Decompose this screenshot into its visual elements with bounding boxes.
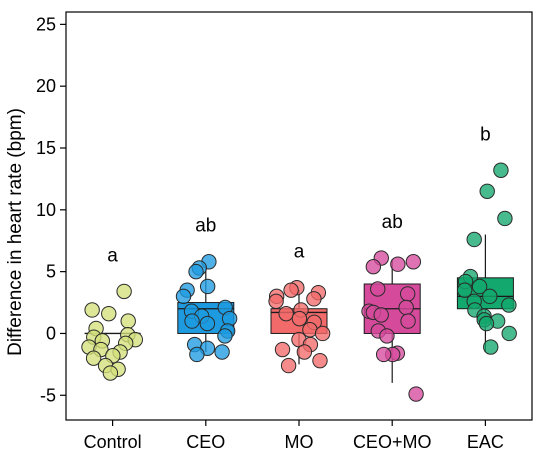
data-point (184, 313, 200, 329)
data-point (483, 339, 499, 355)
data-point (365, 258, 382, 275)
y-tick-label: -5 (40, 385, 56, 405)
data-point (373, 307, 389, 323)
y-tick-label: 15 (36, 138, 56, 158)
data-point (217, 328, 233, 344)
data-point (280, 357, 297, 374)
data-point (479, 183, 495, 199)
group-control: a (81, 245, 144, 381)
data-point (274, 341, 291, 358)
significance-letter: ab (195, 216, 216, 237)
group-mo: a (268, 242, 331, 374)
data-point (175, 288, 192, 305)
significance-letter: ab (382, 212, 403, 233)
data-point (102, 365, 119, 381)
data-point (199, 278, 216, 295)
data-point (199, 315, 216, 332)
y-axis-title: Difference in heart rate (bpm) (5, 108, 26, 356)
data-point (405, 254, 422, 270)
data-point (399, 286, 416, 302)
data-point (501, 325, 517, 342)
data-point (314, 325, 331, 342)
data-point (120, 313, 136, 329)
y-tick-label: 10 (36, 200, 56, 220)
data-point (400, 313, 416, 329)
data-point (283, 282, 299, 298)
data-point (471, 278, 488, 295)
data-point (188, 263, 204, 280)
data-point (101, 305, 117, 322)
data-point (189, 346, 205, 363)
data-point (278, 305, 294, 322)
group-eac: b (456, 124, 517, 355)
data-point (478, 315, 495, 332)
data-point (291, 310, 308, 327)
x-axis: Control CEO MO CEO+MO EAC (84, 420, 504, 452)
data-point (466, 231, 482, 248)
x-tick-label: CEO+MO (353, 432, 432, 452)
data-point (84, 302, 100, 318)
plot-area: a ab a ab b (65, 11, 533, 421)
data-point (214, 344, 230, 360)
data-point (398, 299, 414, 316)
significance-letter: a (107, 245, 118, 266)
data-point (375, 346, 392, 363)
x-tick-label: CEO (186, 432, 225, 452)
group-ceo-mo: ab (361, 212, 424, 402)
data-point (85, 350, 102, 366)
significance-letter: a (294, 242, 305, 263)
data-point (390, 256, 406, 272)
data-point (296, 344, 313, 360)
data-point (497, 210, 513, 227)
x-tick-label: MO (285, 432, 314, 452)
data-point (312, 352, 328, 369)
y-axis: -5 0 5 10 15 20 25 (36, 14, 66, 405)
data-point (501, 297, 517, 313)
x-tick-label: EAC (467, 432, 504, 452)
data-point (370, 281, 386, 297)
data-point (379, 328, 395, 344)
y-tick-label: 25 (36, 14, 56, 34)
data-point (306, 291, 322, 307)
y-tick-label: 0 (46, 323, 56, 343)
data-point (408, 386, 424, 402)
x-tick-label: Control (84, 432, 142, 452)
data-point (482, 288, 498, 305)
data-point (116, 283, 132, 300)
y-tick-label: 20 (36, 76, 56, 96)
data-point (493, 162, 509, 178)
data-point (456, 282, 473, 298)
significance-letter: b (480, 124, 491, 145)
data-point (268, 293, 284, 310)
y-tick-label: 5 (46, 262, 56, 282)
group-ceo: ab (175, 216, 238, 363)
